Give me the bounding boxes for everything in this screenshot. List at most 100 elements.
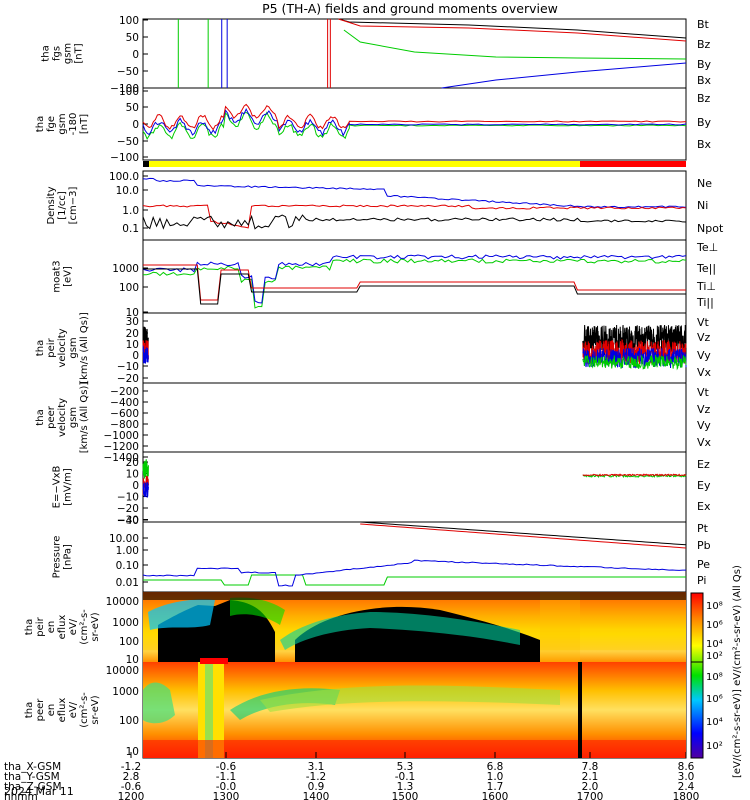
pb-line — [360, 523, 687, 549]
tick-label: 1000 — [112, 617, 139, 629]
tick-label: 0.01 — [116, 577, 139, 589]
panel-ylabel: [nPa] — [63, 544, 74, 570]
colorbar-tick: 10⁴ — [706, 717, 723, 728]
xaxis-value: 7.8 — [582, 761, 599, 773]
ti-line — [143, 264, 686, 301]
ex-noise — [142, 482, 149, 498]
legend-entry: Ti⊥ — [696, 280, 716, 293]
xaxis-row-label: tha_Y-GSM — [4, 771, 60, 783]
legend-entry: Ti|| — [696, 296, 714, 309]
by-line — [142, 111, 687, 140]
legend-entry: Ex — [697, 500, 711, 513]
legend-entry: Ez — [697, 458, 710, 471]
panel-ylabel: sr-eV) — [90, 612, 101, 641]
vy-noise — [582, 354, 687, 371]
panel-ylabel: [km/s (All Qs)] — [79, 382, 90, 454]
colorbar-tick: 10⁴ — [706, 639, 723, 650]
panel-ylabel: [eV] — [63, 266, 74, 287]
xaxis-value: 1300 — [213, 791, 240, 800]
panel-ylabel: en — [46, 704, 57, 717]
panel-ylabel: gsm — [57, 113, 68, 134]
vx-noise — [582, 347, 687, 369]
colorbar-tick: 10⁶ — [706, 694, 723, 705]
legend-entry: Vz — [697, 331, 711, 344]
colorbar-tick: 10⁶ — [706, 620, 723, 631]
panel-ylabel: peer — [46, 405, 57, 429]
tick-label: 1.00 — [116, 545, 139, 557]
xaxis-row-label: hhmm — [4, 791, 38, 800]
tick-label: −20 — [117, 503, 139, 515]
legend-entry: Vx — [697, 366, 712, 379]
legend-entry: Pi — [697, 574, 706, 587]
bx-line — [441, 62, 687, 89]
xaxis-value: 1.0 — [487, 771, 504, 783]
xaxis-value: 2.1 — [582, 771, 599, 783]
tick-label: 0 — [132, 480, 139, 492]
panel-ylabel: moat3 — [52, 260, 63, 292]
tepar-line — [143, 268, 686, 305]
legend-entry: Te⊥ — [696, 241, 718, 254]
panel-p8: Pressure [nPa] 10.001.00 0.10 0.01 Pt Pb Pe Pi — [52, 521, 711, 593]
panel-p2: tha fge gsm -180 [nT] 100 50 0 −50 −100 Bz By Bx — [35, 86, 712, 164]
tick-label: 100 — [119, 86, 139, 98]
electron-spectrogram — [143, 658, 686, 758]
panel-ylabel: gsm — [63, 43, 74, 64]
bx-line — [142, 108, 687, 137]
tick-label: 0 — [132, 350, 139, 362]
tick-label: 50 — [126, 102, 139, 114]
tick-label: −400 — [110, 397, 139, 409]
tick-label: 10.00 — [109, 533, 139, 545]
colorbar-tick: 10⁸ — [706, 672, 723, 683]
pt-line — [360, 521, 687, 546]
panel-ylabel: [km/s (All Qs)] — [79, 312, 90, 384]
chart-title: P5 (TH-A) fields and ground moments over… — [262, 1, 558, 16]
legend-entry: Te|| — [696, 262, 716, 275]
tipar-line — [142, 258, 687, 309]
tick-label: 10 — [126, 654, 139, 666]
status-bar-red — [580, 161, 686, 167]
tick-label: 100.0 — [109, 171, 139, 183]
panel-ylabel: [mV/m] — [63, 468, 74, 506]
tick-label: −20 — [117, 373, 139, 385]
xaxis-value: 3.1 — [308, 761, 325, 773]
xaxis-value: -1.2 — [306, 771, 327, 783]
tick-label: 100 — [119, 15, 139, 27]
pe-line — [143, 574, 686, 586]
panel-ylabel: tha — [24, 702, 35, 718]
legend-entry: By — [697, 58, 712, 71]
tick-label: −1000 — [103, 430, 139, 442]
panel-ylabel: eflux — [57, 615, 68, 640]
legend-entry: Ey — [697, 479, 711, 492]
tick-label: −100 — [110, 83, 139, 95]
xaxis-value: 1800 — [673, 791, 700, 800]
xaxis-value: -1.1 — [216, 771, 237, 783]
ne-line — [142, 204, 687, 229]
xaxis-value: 1600 — [482, 791, 509, 800]
panel-ylabel: Density — [46, 186, 57, 224]
legend-entry: Vy — [697, 349, 711, 362]
panel-ylabel: (cm²-s- — [79, 692, 90, 728]
bz-line — [142, 103, 687, 131]
xaxis-value: 5.3 — [397, 761, 414, 773]
panel-ylabel: [nT] — [79, 114, 90, 134]
panel-ylabel: tha — [35, 409, 46, 425]
colorbar-label: [eV/(cm²-s-sr-eV)] eV/(cm²-s-sr-eV) (All… — [732, 565, 743, 778]
colorbar-tick: 10² — [706, 651, 723, 662]
panel-p6: tha peer velocity gsm [km/s (All Qs)] −200−40… — [35, 382, 712, 464]
panel-ylabel: Pressure — [52, 536, 63, 579]
panel-ylabel: velocity — [57, 398, 68, 437]
panel-p1: tha fgs gsm [nT] 100 50 0 −50 −100 Bt Bz By Bx — [41, 15, 712, 95]
bt-line — [338, 18, 687, 39]
panel-ylabel: eV/ — [68, 618, 79, 635]
tick-label: −30 — [117, 515, 139, 527]
panel-ylabel: en — [46, 621, 57, 634]
panel-ylabel: velocity — [57, 328, 68, 367]
tick-label: 20 — [126, 457, 139, 469]
panel-ylabel: eflux — [57, 698, 68, 723]
panel-ylabel: sr-eV) — [90, 695, 101, 724]
legend-entry: By — [697, 116, 712, 129]
xaxis-value: 1700 — [577, 791, 604, 800]
tick-label: 10000 — [106, 596, 139, 608]
pi-line — [142, 559, 687, 587]
